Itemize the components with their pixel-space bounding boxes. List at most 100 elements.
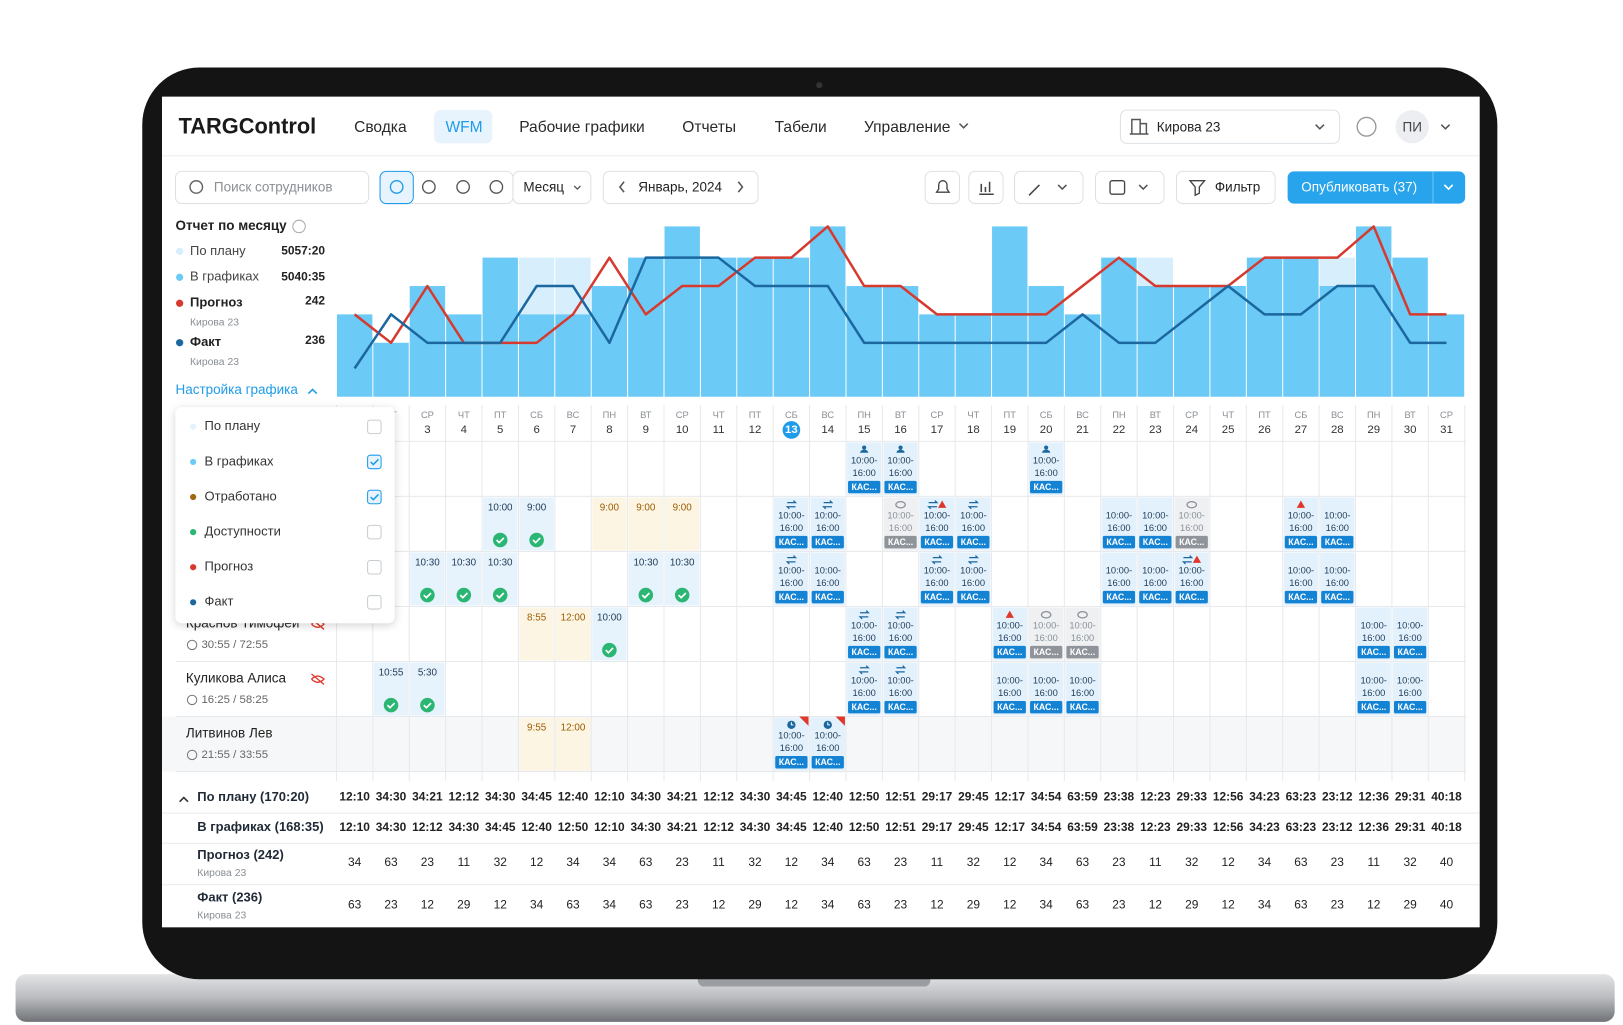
shift-time: 5:30 xyxy=(418,668,438,679)
legend-dot xyxy=(176,273,184,281)
checkbox[interactable] xyxy=(367,454,382,470)
summary-value: 63 xyxy=(348,898,362,912)
summary-value: 12:23 xyxy=(1140,790,1171,804)
shift-time: 8:55 xyxy=(527,613,547,624)
legend-name: В графиках xyxy=(190,269,259,284)
weekday: ПТ xyxy=(1004,410,1017,420)
summary-value: 23 xyxy=(384,898,398,912)
checkbox[interactable] xyxy=(367,419,382,435)
shift-time: 10:00 xyxy=(488,502,513,513)
shift-cell[interactable] xyxy=(555,717,591,771)
summary-value: 34:30 xyxy=(376,790,407,804)
legend-total: 242 xyxy=(305,293,325,307)
bell xyxy=(935,180,951,193)
nav-item[interactable]: Отчеты xyxy=(682,119,736,136)
done-icon xyxy=(529,532,544,548)
icon-person xyxy=(896,449,905,453)
shift-cell[interactable] xyxy=(665,497,700,551)
shift-cell[interactable] xyxy=(628,497,663,551)
summary-label: В графиках (168:35) xyxy=(197,819,323,834)
checkbox[interactable] xyxy=(367,595,382,610)
date-nav[interactable] xyxy=(602,170,759,205)
nav-item[interactable]: WFM xyxy=(445,119,482,136)
summary-value: 12:40 xyxy=(558,790,589,804)
menu-label: Доступности xyxy=(205,524,281,539)
shift-end: 16:00 xyxy=(853,688,876,698)
location-select[interactable] xyxy=(1119,109,1341,144)
shift-cell[interactable] xyxy=(519,717,554,771)
shift-tag xyxy=(1030,480,1063,494)
summary-value: 23 xyxy=(1112,898,1126,912)
shift-cell[interactable] xyxy=(592,497,627,551)
day-number: 23 xyxy=(1149,424,1162,436)
publish-button[interactable] xyxy=(1287,171,1466,204)
bar xyxy=(1174,286,1210,397)
icon-person xyxy=(1044,445,1049,450)
shift-end: 16:00 xyxy=(1180,578,1203,588)
shift-cell[interactable] xyxy=(519,607,554,661)
settings-toggle[interactable]: Настройка графика xyxy=(175,382,298,397)
weekday: ЧТ xyxy=(1222,410,1234,420)
shift-end: 16:00 xyxy=(1326,578,1349,588)
legend-name: Факт xyxy=(190,334,221,349)
summary-value: 63 xyxy=(858,898,872,912)
shift-start: 10:00- xyxy=(960,566,986,576)
icon-swap xyxy=(894,610,907,620)
shift-start: 10:00- xyxy=(1069,676,1095,686)
summary-value: 12 xyxy=(712,898,726,912)
period-select[interactable] xyxy=(512,170,592,205)
summary-value: 34:45 xyxy=(521,790,552,804)
filter: Фильтр xyxy=(1215,180,1260,195)
chart-icon xyxy=(979,181,994,196)
nav-item[interactable]: Управление xyxy=(864,119,951,136)
weekday: ВТ xyxy=(895,410,907,420)
summary-value: 34 xyxy=(603,855,617,869)
shift-start: 10:00- xyxy=(815,511,841,521)
shift-time: 10:30 xyxy=(415,557,440,568)
checkbox[interactable] xyxy=(367,524,382,540)
nav-item[interactable]: Табели xyxy=(775,119,827,136)
shift-tag-label: КАС... xyxy=(1361,647,1386,657)
checkbox[interactable] xyxy=(367,489,382,505)
menu-dot xyxy=(190,564,197,571)
shift-tag-label: КАС... xyxy=(1106,592,1131,602)
calendar-select[interactable] xyxy=(1094,170,1165,205)
check xyxy=(370,458,380,466)
weekday: ВС xyxy=(1076,410,1089,420)
help-icon[interactable] xyxy=(1356,116,1377,137)
employee-name: Литвинов Лев xyxy=(186,726,273,741)
shift-cell[interactable] xyxy=(555,607,591,661)
magic-select[interactable] xyxy=(1013,170,1084,205)
avatar[interactable] xyxy=(1395,110,1429,144)
summary-value: 29 xyxy=(1185,898,1199,912)
shift-tag xyxy=(811,590,844,604)
search-input[interactable] xyxy=(174,170,370,205)
icon-eye xyxy=(895,500,906,509)
shift-time: 9:00 xyxy=(600,502,620,513)
summary-value: 12:50 xyxy=(849,820,880,834)
bar xyxy=(555,314,591,397)
summary-value: 11 xyxy=(1368,855,1381,869)
shift-tag-label: КАС... xyxy=(1288,592,1313,602)
nav-item[interactable]: Рабочие графики xyxy=(519,119,645,136)
summary-value: 29 xyxy=(967,898,981,912)
bar xyxy=(700,257,737,397)
summary-value: 34 xyxy=(566,855,580,869)
shift-end: 16:00 xyxy=(853,633,876,643)
notifications[interactable] xyxy=(924,170,960,205)
shift-start: 10:00- xyxy=(1033,676,1059,686)
filter-button[interactable] xyxy=(1175,170,1276,205)
day-number: 13 xyxy=(785,424,798,436)
checkbox[interactable] xyxy=(367,559,382,575)
icon-swap xyxy=(931,555,943,565)
nav-item[interactable]: Сводка xyxy=(354,119,407,136)
weekday: ВТ xyxy=(1404,410,1416,420)
summary-value: 32 xyxy=(1185,855,1199,869)
day-number: 24 xyxy=(1185,424,1198,436)
shift-start: 10:00- xyxy=(1033,621,1059,631)
summary-label: Факт (236) xyxy=(197,890,262,905)
summary-value: 23:12 xyxy=(1322,820,1353,834)
bar xyxy=(664,226,700,397)
date: Январь, 2024 xyxy=(638,180,722,195)
